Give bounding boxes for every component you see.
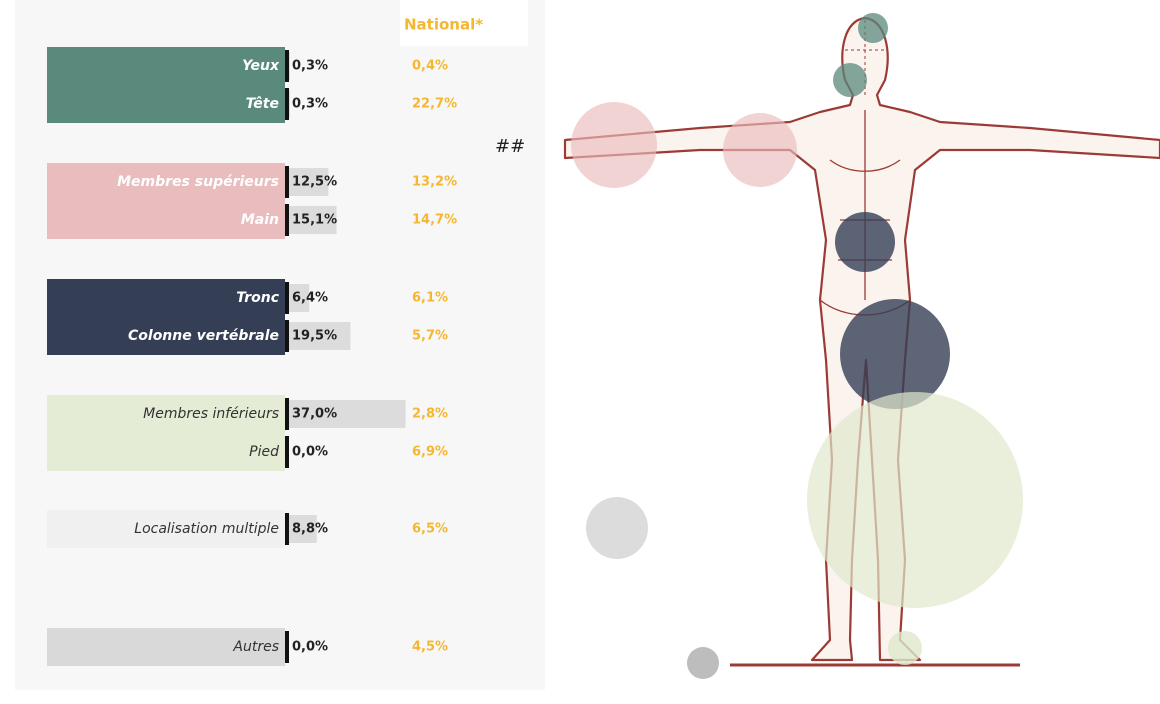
national-value: 22,7% [412, 97, 457, 112]
tick-bar [285, 631, 289, 663]
national-value: 2,8% [412, 407, 448, 422]
value-label: 0,0% [292, 640, 328, 655]
national-value: 0,4% [412, 59, 448, 74]
tick-bar [285, 282, 289, 314]
row-label: Localisation multiple [134, 521, 279, 537]
value-label: 8,8% [292, 522, 328, 537]
group-box [47, 163, 285, 239]
value-bar [289, 168, 329, 196]
group-box [47, 279, 285, 355]
bubble [833, 63, 867, 97]
bubble [888, 631, 922, 665]
value-bar [289, 52, 290, 80]
value-bar [289, 322, 351, 350]
national-value: 13,2% [412, 175, 457, 190]
tick-bar [285, 320, 289, 352]
value-label: 0,0% [292, 445, 328, 460]
value-label: 37,0% [292, 407, 337, 422]
value-label: 19,5% [292, 329, 337, 344]
group-box [47, 47, 285, 123]
value-bar [289, 284, 310, 312]
bubble [858, 13, 888, 43]
value-label: 6,4% [292, 291, 328, 306]
tick-bar [285, 513, 289, 545]
value-bar [289, 90, 290, 118]
value-label: 0,3% [292, 97, 328, 112]
bubble [835, 212, 895, 272]
row-label: Main [241, 212, 279, 228]
value-label: 0,3% [292, 59, 328, 74]
tick-bar [285, 166, 289, 198]
value-label: 12,5% [292, 175, 337, 190]
national-value: 6,5% [412, 522, 448, 537]
bubble [571, 102, 657, 188]
bubble [840, 299, 950, 409]
value-bar [289, 400, 406, 428]
national-value: 5,7% [412, 329, 448, 344]
national-header: National* [404, 16, 483, 34]
marker: ## [495, 136, 525, 157]
row-label: Tronc [236, 290, 280, 306]
row-label: Autres [232, 639, 279, 655]
national-value: 6,1% [412, 291, 448, 306]
row-label: Membres supérieurs [117, 174, 279, 190]
national-value: 14,7% [412, 213, 457, 228]
tick-bar [285, 50, 289, 82]
bubble [586, 497, 648, 559]
value-bar [289, 515, 317, 543]
national-value: 6,9% [412, 445, 448, 460]
tick-bar [285, 436, 289, 468]
tick-bar [285, 204, 289, 236]
body-bubbles [571, 13, 1023, 679]
row-label: Pied [249, 444, 279, 460]
group-box [47, 395, 285, 471]
value-bar [289, 206, 337, 234]
bubble [807, 392, 1023, 608]
group-box [47, 510, 285, 548]
bubble [687, 647, 719, 679]
national-value: 4,5% [412, 640, 448, 655]
tick-bar [285, 398, 289, 430]
row-label: Membres inférieurs [143, 406, 279, 422]
row-label: Colonne vertébrale [128, 328, 279, 344]
row-label: Yeux [242, 58, 280, 74]
group-box [47, 628, 285, 666]
row-label: Tête [246, 96, 279, 112]
value-label: 15,1% [292, 213, 337, 228]
national-header-bg [400, 0, 528, 46]
tick-bar [285, 88, 289, 120]
bubble [723, 113, 797, 187]
